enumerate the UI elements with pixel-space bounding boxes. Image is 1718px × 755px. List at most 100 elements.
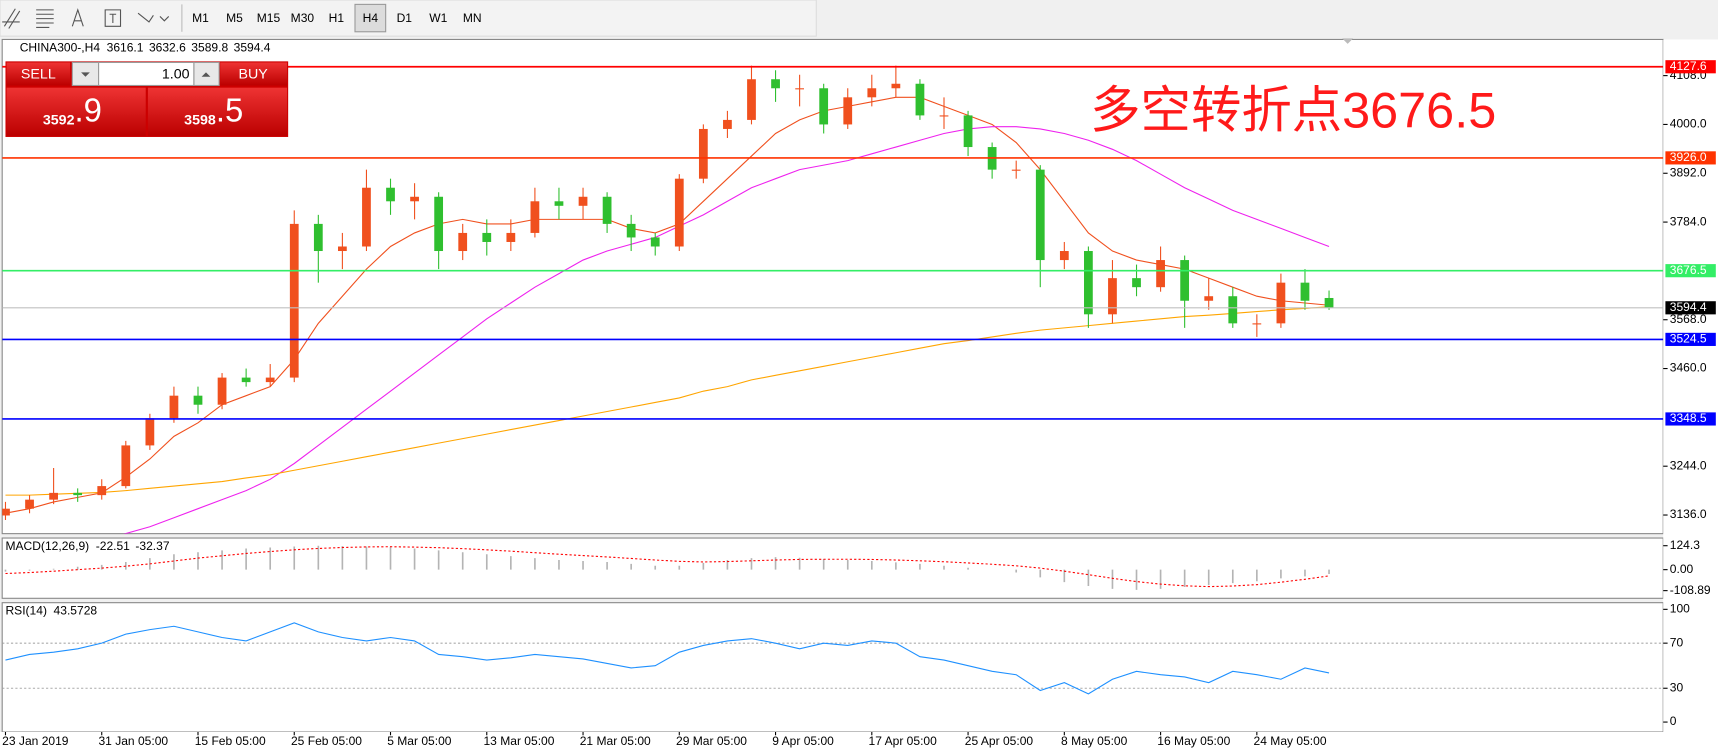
timeframe-button[interactable]: H4 [363,11,379,25]
candle-body [1180,260,1190,301]
y-tick-label: 3244.0 [1670,458,1707,472]
timeframe-button[interactable]: M30 [291,11,315,25]
candle-body [867,88,877,98]
tool-icons [2,4,183,32]
candle-body [482,232,492,242]
text-icon[interactable] [71,8,84,27]
candle-body [819,88,829,125]
x-tick-label: 21 Mar 05:00 [580,734,651,748]
down-arrow [81,72,90,77]
candle-body [97,486,107,496]
x-tick-label: 31 Jan 05:00 [98,734,168,748]
indicator-title: RSI(14) [5,604,47,618]
candle-body [771,79,780,89]
timeframe-active [354,3,387,33]
timeframe-button[interactable]: W1 [429,11,447,25]
x-tick-label: 16 May 05:00 [1157,734,1230,748]
y-tick-label: 4000.0 [1670,117,1707,131]
candle-body [674,178,684,247]
timeframe-button[interactable]: D1 [397,11,413,25]
ask-box[interactable] [147,87,288,136]
candle-body [1108,278,1117,315]
candle-body [626,223,636,238]
arrows-icon[interactable] [137,12,170,23]
y-tick-label: -108.89 [1670,583,1711,597]
level-tag [1665,264,1716,278]
candle-body [145,418,155,446]
header-value: 43.5728 [54,604,98,618]
signal-line [5,546,1330,588]
candle-body [2,508,10,516]
candle-body [241,377,251,383]
candle-body [386,187,395,202]
y-tick-label: 3460.0 [1670,361,1707,375]
y-tick-label: 70 [1670,635,1684,649]
header-value: 3594.4 [234,40,271,54]
candle-body [1059,251,1069,261]
level-tag [1665,151,1716,165]
candle-body [1156,260,1165,288]
level-tag [1665,301,1716,315]
annotation: 多空转折点3676.5 [1090,81,1496,138]
lot-value: 1.00 [162,66,190,82]
candle-body [891,83,901,89]
candle-body [1324,297,1334,308]
sell-button[interactable] [6,62,71,86]
y-tick-label: 0 [1670,714,1677,728]
trade-panel: SELL 1.00 BUY 3592 .9 3598 .5 [5,61,289,137]
timeframe-button[interactable]: MN [463,11,482,25]
x-tick-label: 24 May 05:00 [1254,734,1327,748]
candle-body [1084,251,1093,315]
candle-body [1035,169,1045,261]
x-tick-label: 15 Feb 05:00 [195,734,266,748]
grid-icon[interactable] [36,9,54,28]
y-tick-label: 3784.0 [1670,214,1707,228]
x-tick-label: 8 May 05:00 [1061,734,1128,748]
macd-panel [1,537,1664,599]
x-tick-label: 5 Mar 05:00 [387,734,452,748]
label-icon[interactable] [104,9,122,27]
candle-body [265,377,275,383]
indicator-title: MACD(12,26,9) [5,539,89,553]
candle-body [73,492,83,496]
candle-body [915,83,925,116]
timeframe-button[interactable]: M5 [226,11,243,25]
timeframe-button[interactable]: H1 [329,11,345,25]
candle-body [506,232,516,242]
y-tick-label: 100 [1670,602,1690,616]
bid-box[interactable] [6,87,146,136]
ask-frac: .5 [216,92,243,129]
price-axis [1663,39,1718,732]
header-value: -32.37 [135,539,169,553]
timeframe-button[interactable]: M1 [192,11,209,25]
candle-body [747,79,756,120]
fibo-icon[interactable] [2,8,21,29]
candle-body [1228,296,1238,324]
y-tick-label: 3892.0 [1670,165,1707,179]
level-label: 3524.5 [1670,332,1707,346]
y-tick-label: 0.00 [1670,562,1694,576]
candle-body [795,88,804,90]
moving-average [123,126,1330,534]
time-axis [0,731,1718,755]
buy-label: BUY [238,66,268,82]
candle-body [1276,282,1286,324]
moving-average [5,306,1330,496]
rsi-panel [1,602,1664,733]
level-label: 3594.4 [1670,300,1707,314]
buy-button[interactable] [220,62,288,86]
candle-body [193,395,203,405]
candle-body [602,196,612,224]
candle-body [963,115,973,148]
timeframe-button[interactable]: M15 [257,11,281,25]
candle-body [530,201,540,233]
header-value: 3616.1 [107,40,144,54]
y-tick-label: 3136.0 [1670,507,1707,521]
x-tick-label: 23 Jan 2019 [2,734,69,748]
candle-body [723,119,732,129]
level-label: 4127.6 [1670,59,1707,73]
indicator-title: CHINA300-,H4 [20,40,101,54]
candle-body [410,196,419,202]
